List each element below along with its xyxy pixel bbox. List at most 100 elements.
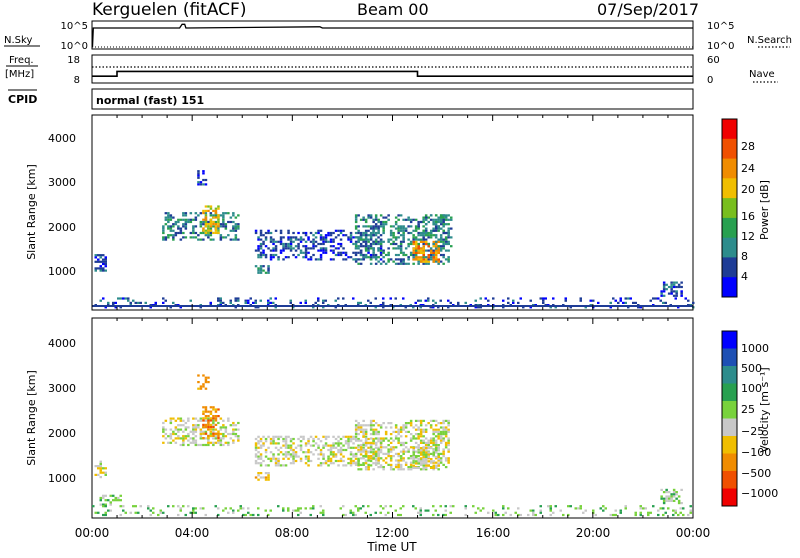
heatmap-cell [312, 444, 315, 447]
heatmap-cell [209, 207, 213, 210]
heatmap-cell [222, 301, 225, 304]
heatmap-cell [337, 234, 340, 237]
heatmap-cell [264, 472, 268, 475]
heatmap-cell [430, 249, 433, 252]
heatmap-cell [309, 256, 313, 259]
heatmap-cell [257, 442, 260, 445]
heatmap-cell [289, 446, 293, 449]
heatmap-cell [347, 457, 350, 460]
heatmap-cell [364, 220, 368, 224]
heatmap-cell [352, 455, 355, 458]
heatmap-cell [202, 432, 205, 435]
vel-cbar-tick-neg500: −500 [741, 467, 771, 480]
heatmap-cell [287, 236, 290, 239]
heatmap-cell [354, 513, 357, 517]
heatmap-cell [202, 172, 205, 175]
heatmap-cell [217, 220, 220, 223]
heatmap-cell [434, 236, 438, 239]
heatmap-cell [299, 240, 303, 243]
heatmap-cell [264, 271, 268, 274]
heatmap-cell [312, 306, 315, 309]
heatmap-cell [419, 433, 423, 436]
heatmap-cell [237, 238, 240, 241]
heatmap-cell [447, 450, 450, 453]
heatmap-cell [307, 457, 310, 460]
heatmap-cell [199, 435, 203, 438]
heatmap-cell [327, 444, 330, 447]
heatmap-cell [374, 437, 378, 440]
heatmap-cell [104, 511, 107, 514]
heatmap-cell [354, 245, 358, 248]
heatmap-cell [402, 253, 405, 257]
heatmap-cell [387, 455, 390, 458]
heatmap-cell [199, 432, 203, 436]
heatmap-cell [104, 306, 107, 309]
heatmap-cell [169, 306, 172, 309]
heatmap-cell [209, 432, 213, 436]
heatmap-cell [257, 249, 260, 252]
heatmap-cell [232, 424, 235, 427]
heatmap-cell [109, 503, 112, 506]
heatmap-cell [324, 251, 328, 254]
heatmap-cell [184, 236, 188, 239]
heatmap-cell [397, 229, 400, 232]
heatmap-cell [244, 301, 247, 304]
heatmap-cell [319, 462, 323, 465]
heatmap-cell [362, 424, 365, 427]
heatmap-cell [404, 218, 408, 221]
heatmap-cell [297, 509, 300, 512]
heatmap-cell [379, 251, 383, 254]
heatmap-cell [417, 258, 420, 261]
heatmap-cell [209, 238, 213, 241]
power-ytick-1000: 1000 [48, 265, 76, 278]
velocity-panel-frame [91, 317, 694, 519]
heatmap-cell [404, 463, 408, 466]
heatmap-cell [435, 220, 438, 224]
heatmap-cell [672, 499, 676, 502]
heatmap-cell [517, 513, 520, 517]
heatmap-cell [597, 301, 600, 304]
heatmap-cell [427, 451, 430, 454]
heatmap-cell [414, 457, 418, 460]
heatmap-cell [364, 448, 368, 452]
heatmap-cell [199, 385, 203, 388]
heatmap-cell [450, 216, 453, 219]
heatmap-cell [347, 444, 350, 447]
heatmap-cell [202, 209, 205, 212]
heatmap-cell [359, 463, 363, 466]
heatmap-cell [444, 441, 448, 444]
heatmap-cell [199, 507, 202, 510]
heatmap-cell [569, 306, 572, 309]
heatmap-cell [329, 451, 333, 454]
heatmap-cell [272, 455, 275, 458]
heatmap-cell [619, 297, 622, 300]
heatmap-cell [372, 234, 375, 237]
heatmap-cell [677, 285, 681, 289]
heatmap-cell [274, 446, 278, 449]
heatmap-cell [422, 245, 425, 248]
heatmap-cell [172, 225, 175, 228]
heatmap-cell [217, 507, 220, 510]
heatmap-cell [199, 437, 203, 440]
heatmap-cell [354, 216, 358, 219]
heatmap-cell [352, 242, 355, 246]
heatmap-cell [492, 297, 495, 300]
heatmap-cell [437, 464, 440, 467]
heatmap-cell [402, 441, 405, 444]
heatmap-cell [354, 251, 358, 254]
heatmap-cell [432, 444, 435, 447]
heatmap-cell [357, 238, 360, 241]
heatmap-cell [184, 225, 188, 228]
heatmap-cell [384, 253, 388, 257]
heatmap-cell [425, 451, 428, 454]
heatmap-cell [432, 430, 435, 433]
heatmap-cell [404, 426, 408, 429]
heatmap-cell [314, 435, 318, 438]
heatmap-cell [374, 511, 377, 514]
heatmap-cell [354, 433, 358, 436]
heatmap-cell [262, 442, 265, 445]
heatmap-cell [202, 410, 205, 413]
heatmap-cell [272, 249, 275, 252]
heatmap-cell [259, 247, 263, 250]
heatmap-cell [417, 437, 420, 440]
